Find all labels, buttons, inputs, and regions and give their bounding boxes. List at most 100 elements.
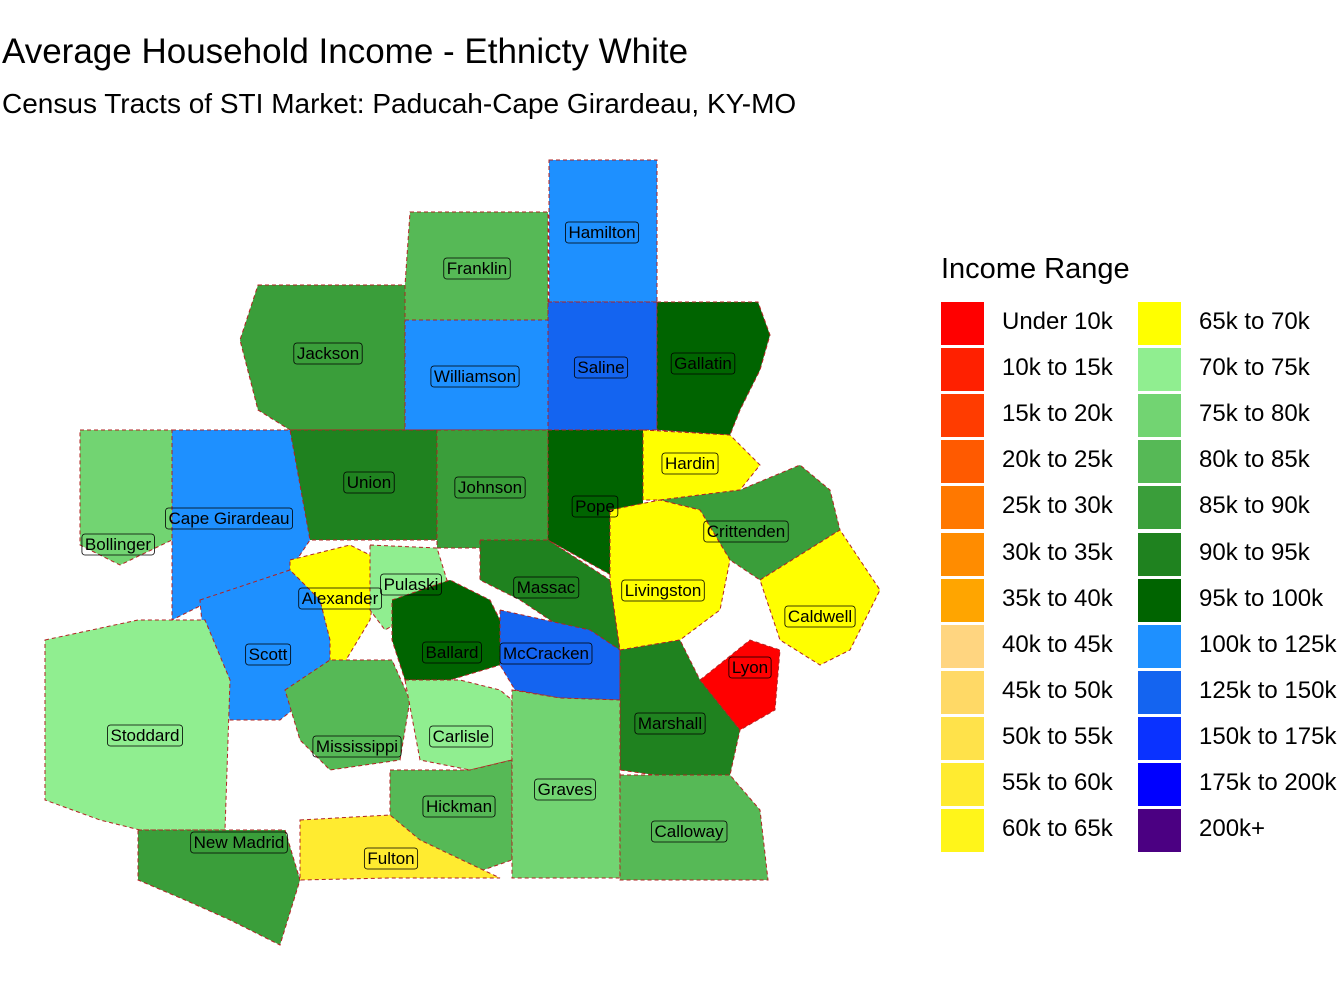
map-subtitle: Census Tracts of STI Market: Paducah-Cap… xyxy=(2,88,797,119)
county-label-box xyxy=(107,724,183,747)
county-label-mississippi: Mississippi xyxy=(312,735,402,758)
county-region-bollinger xyxy=(79,429,173,566)
legend-swatch xyxy=(1138,809,1181,853)
legend-label: 60k to 65k xyxy=(1002,815,1113,843)
county-label-box xyxy=(534,778,596,801)
county-label-union: Union xyxy=(343,471,395,494)
county-label-franklin: Franklin xyxy=(443,257,511,280)
county-label-box xyxy=(621,579,705,602)
county-label-box xyxy=(312,735,402,758)
county-label-fulton: Fulton xyxy=(363,847,419,870)
county-name: Lyon xyxy=(732,658,768,677)
county-label-crittenden: Crittenden xyxy=(703,520,789,543)
legend-swatch xyxy=(1138,394,1181,438)
county-label-jackson: Jackson xyxy=(293,342,363,365)
legend-label: 70k to 75k xyxy=(1199,354,1310,382)
county-name: Bollinger xyxy=(85,535,151,554)
legend-swatch xyxy=(1138,763,1181,806)
county-label-box xyxy=(81,533,155,556)
county-name: Franklin xyxy=(447,259,507,278)
county-region-calloway xyxy=(619,774,769,881)
county-label-box xyxy=(670,352,736,375)
legend-label: 20k to 25k xyxy=(1002,446,1113,474)
legend-label: 125k to 150k xyxy=(1199,676,1337,704)
legend-swatch xyxy=(941,763,984,806)
county-label-box xyxy=(499,642,593,665)
legend-swatch xyxy=(1138,348,1181,392)
county-name: Union xyxy=(347,473,391,492)
county-label-box xyxy=(298,587,383,610)
county-label-box xyxy=(245,643,292,666)
county-name: Johnson xyxy=(458,478,522,497)
county-label-saline: Saline xyxy=(573,356,629,379)
legend-label: 100k to 125k xyxy=(1199,630,1337,658)
legend-label: 35k to 40k xyxy=(1002,584,1113,612)
county-label-scott: Scott xyxy=(245,643,292,666)
map-title: Average Household Income - Ethnicty Whit… xyxy=(2,32,689,71)
county-name: Gallatin xyxy=(674,354,732,373)
legend-label: 30k to 35k xyxy=(1002,538,1113,566)
county-label-pulaski: Pulaski xyxy=(380,573,442,596)
county-label-box xyxy=(343,471,395,494)
county-label-box xyxy=(634,712,706,735)
county-label-mccracken: McCracken xyxy=(499,642,593,665)
legend-label: 85k to 90k xyxy=(1199,492,1310,520)
county-label-box xyxy=(784,605,856,628)
county-name: Alexander xyxy=(302,589,379,608)
county-name: Carlisle xyxy=(433,727,490,746)
legend-label: Under 10k xyxy=(1002,308,1113,335)
county-name: Scott xyxy=(249,645,288,664)
county-label-box xyxy=(430,365,520,388)
legend-swatch xyxy=(941,394,984,438)
county-region-johnson xyxy=(436,429,549,549)
county-label-hamilton: Hamilton xyxy=(565,221,639,244)
legend-label: 25k to 30k xyxy=(1002,492,1113,520)
legend-label: 45k to 50k xyxy=(1002,676,1113,704)
county-name: New Madrid xyxy=(194,833,285,852)
county-label-box xyxy=(513,576,580,599)
county-label-carlisle: Carlisle xyxy=(429,725,493,748)
county-region-hamilton xyxy=(548,159,658,303)
county-name: Cape Girardeau xyxy=(169,509,290,528)
county-name: Saline xyxy=(577,358,624,377)
county-label-bollinger: Bollinger xyxy=(81,533,155,556)
legend-label: 175k to 200k xyxy=(1199,769,1337,796)
legend-label: 75k to 80k xyxy=(1199,400,1310,428)
county-name: Crittenden xyxy=(707,522,785,541)
county-label-williamson: Williamson xyxy=(430,365,520,388)
county-region-carlisle xyxy=(404,679,513,771)
legend-swatch xyxy=(941,302,984,345)
county-region-livingston xyxy=(609,499,731,651)
county-region-saline xyxy=(547,301,658,431)
legend-swatch xyxy=(1138,440,1181,484)
county-label-new-madrid: New Madrid xyxy=(190,831,288,854)
county-name: Marshall xyxy=(638,714,702,733)
county-label-caldwell: Caldwell xyxy=(784,605,856,628)
county-region-new-madrid xyxy=(137,829,301,946)
legend-swatch xyxy=(941,486,984,530)
county-label-box xyxy=(293,342,363,365)
legend-swatch xyxy=(941,440,984,484)
legend-swatch xyxy=(941,809,984,853)
county-name: Mississippi xyxy=(316,737,398,756)
county-label-marshall: Marshall xyxy=(634,712,706,735)
county-name: Fulton xyxy=(367,849,414,868)
county-name: Calloway xyxy=(655,822,724,841)
county-region-caldwell xyxy=(759,529,881,666)
county-label-box xyxy=(573,356,629,379)
county-label-box xyxy=(703,520,789,543)
legend-label: 90k to 95k xyxy=(1199,538,1310,566)
legend-swatch xyxy=(941,716,984,760)
county-name: Ballard xyxy=(426,643,479,662)
legend-title: Income Range xyxy=(941,253,1130,285)
county-label-box xyxy=(661,452,719,475)
legend-label: 15k to 20k xyxy=(1002,400,1113,428)
county-label-box xyxy=(380,573,442,596)
legend-label: 95k to 100k xyxy=(1199,584,1324,612)
legend-swatch xyxy=(941,532,984,576)
county-region-marshall xyxy=(619,639,741,781)
county-label-box xyxy=(443,257,511,280)
legend-swatch xyxy=(1138,486,1181,530)
legend-label: 10k to 15k xyxy=(1002,354,1113,382)
legend-swatch xyxy=(941,348,984,392)
